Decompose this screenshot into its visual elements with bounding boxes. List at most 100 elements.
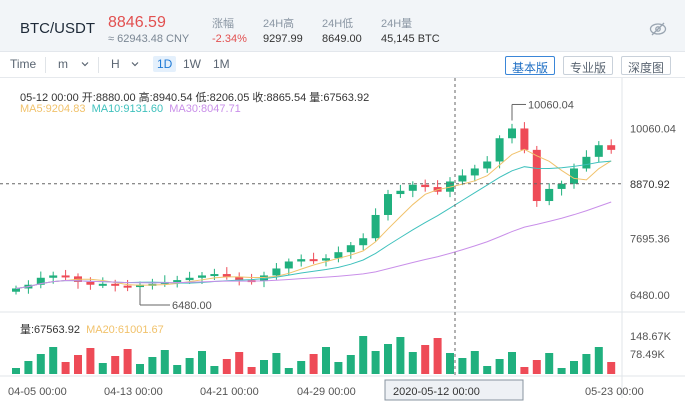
volume-bar <box>12 368 20 374</box>
volume-bar <box>86 348 95 374</box>
candle-body <box>12 288 20 292</box>
volume-bar <box>384 344 392 374</box>
candle-body <box>297 259 306 262</box>
volume-bar <box>582 354 591 374</box>
volume-bar <box>272 353 281 374</box>
volume-bar <box>532 360 541 374</box>
time-tick-label: 04-21 00:00 <box>200 386 259 398</box>
tab-1w[interactable]: 1W <box>183 57 201 71</box>
candle-body <box>570 168 578 184</box>
volume-bar <box>148 357 157 374</box>
candle-body <box>495 138 504 162</box>
candle-body <box>322 258 330 261</box>
stat-label-low: 24H低 <box>322 18 354 30</box>
price-tick-label: 7695.36 <box>630 233 670 245</box>
min-price-label: 6480.00 <box>172 300 212 312</box>
volume-legend: 量:67563.92 MA20:61001.67 <box>20 321 164 337</box>
volume-bar <box>49 347 58 374</box>
interval-toolbar: Time m H 1D 1W 1M 基本版 专业版 深度图 <box>0 52 685 78</box>
candle-body <box>111 283 120 286</box>
stat-value-high: 9297.99 <box>263 33 303 45</box>
ma5-legend: MA5:9204.83 <box>20 103 86 115</box>
candle-body <box>36 277 45 285</box>
volume-bar <box>594 347 603 374</box>
volume-value: 量:67563.92 <box>20 324 80 336</box>
candle-body <box>582 156 591 169</box>
tab-minute[interactable]: m <box>58 57 68 71</box>
volume-bar <box>235 352 244 374</box>
candle-body <box>371 214 380 239</box>
candle-body <box>272 268 281 276</box>
stat-value-change: -2.34% <box>212 33 247 45</box>
basic-view-button[interactable]: 基本版 <box>505 56 556 75</box>
volume-bar <box>607 362 616 374</box>
pair-name[interactable]: BTC/USDT <box>20 20 95 37</box>
volume-bar <box>396 337 405 374</box>
volume-bar <box>309 354 318 374</box>
stat-label-high: 24H高 <box>263 18 295 30</box>
volume-bar <box>508 352 516 374</box>
ma-legend: MA5:9204.83 MA10:9131.60 MA30:8047.71 <box>20 103 241 115</box>
candle-body <box>408 184 417 191</box>
volume-bar <box>359 336 368 374</box>
volume-bar <box>173 365 182 374</box>
candle-body <box>508 128 516 139</box>
cny-price: ≈ 62943.48 CNY <box>108 33 190 45</box>
chevron-down-icon[interactable] <box>80 59 90 69</box>
volume-bar <box>346 355 355 374</box>
candle-body <box>185 277 194 281</box>
volume-bar <box>198 351 206 374</box>
volume-bar <box>408 352 417 374</box>
last-price: 8846.59 <box>108 14 166 31</box>
chevron-down-icon[interactable] <box>130 59 140 69</box>
ma30-legend: MA30:8047.71 <box>169 103 241 115</box>
volume-bar <box>111 356 120 374</box>
toolbar-divider <box>98 57 99 73</box>
candle-body <box>607 145 616 150</box>
tab-1d[interactable]: 1D <box>153 56 177 72</box>
volume-bar <box>322 347 330 374</box>
candle-body <box>284 261 293 269</box>
candle-body <box>557 183 566 189</box>
volume-bar <box>210 366 219 374</box>
volume-bar <box>61 362 70 374</box>
hide-eye-icon[interactable] <box>649 20 667 38</box>
ma10-legend: MA10:9131.60 <box>91 103 164 115</box>
depth-chart-button[interactable]: 深度图 <box>621 56 672 75</box>
candle-body <box>359 238 368 246</box>
tab-1m[interactable]: 1M <box>213 57 230 71</box>
candle-body <box>396 190 405 195</box>
stat-value-low: 8649.00 <box>322 33 362 45</box>
price-tick-label: 6480.00 <box>630 290 670 302</box>
volume-bar <box>545 353 554 374</box>
tab-time[interactable]: Time <box>10 57 37 71</box>
volume-bar <box>284 368 293 374</box>
volume-bar <box>24 361 33 374</box>
volume-bar <box>483 366 492 374</box>
candle-body <box>173 280 182 283</box>
candle-body <box>198 275 206 278</box>
crosshair-date-label: 2020-05-12 00:00 <box>393 386 480 398</box>
candle-body <box>61 275 70 278</box>
candle-body <box>470 168 479 176</box>
volume-bar <box>458 358 467 374</box>
tab-hour[interactable]: H <box>111 57 120 71</box>
candle-body <box>309 259 318 262</box>
pro-view-button[interactable]: 专业版 <box>563 56 614 75</box>
candle-body <box>210 274 219 277</box>
volume-bar <box>222 359 231 374</box>
volume-bar <box>557 368 566 374</box>
price-tick-label: 10060.04 <box>630 123 676 135</box>
time-tick-label: 04-13 00:00 <box>104 386 163 398</box>
ticker-header: BTC/USDT 8846.59 ≈ 62943.48 CNY 涨幅 -2.34… <box>0 0 685 52</box>
kline-chart[interactable]: 10060.04 8870.92 7695.36 6480.00 10060.04 648… <box>0 78 685 418</box>
volume-bar <box>297 361 306 374</box>
candle-body <box>136 284 144 288</box>
crosshair-price-label: 8870.92 <box>630 179 670 191</box>
ma10-line <box>15 160 612 289</box>
volume-bar <box>36 354 45 374</box>
max-price-label: 10060.04 <box>528 99 574 111</box>
volume-bar <box>371 351 380 374</box>
volume-bar <box>260 360 268 374</box>
candle-body <box>446 181 454 192</box>
